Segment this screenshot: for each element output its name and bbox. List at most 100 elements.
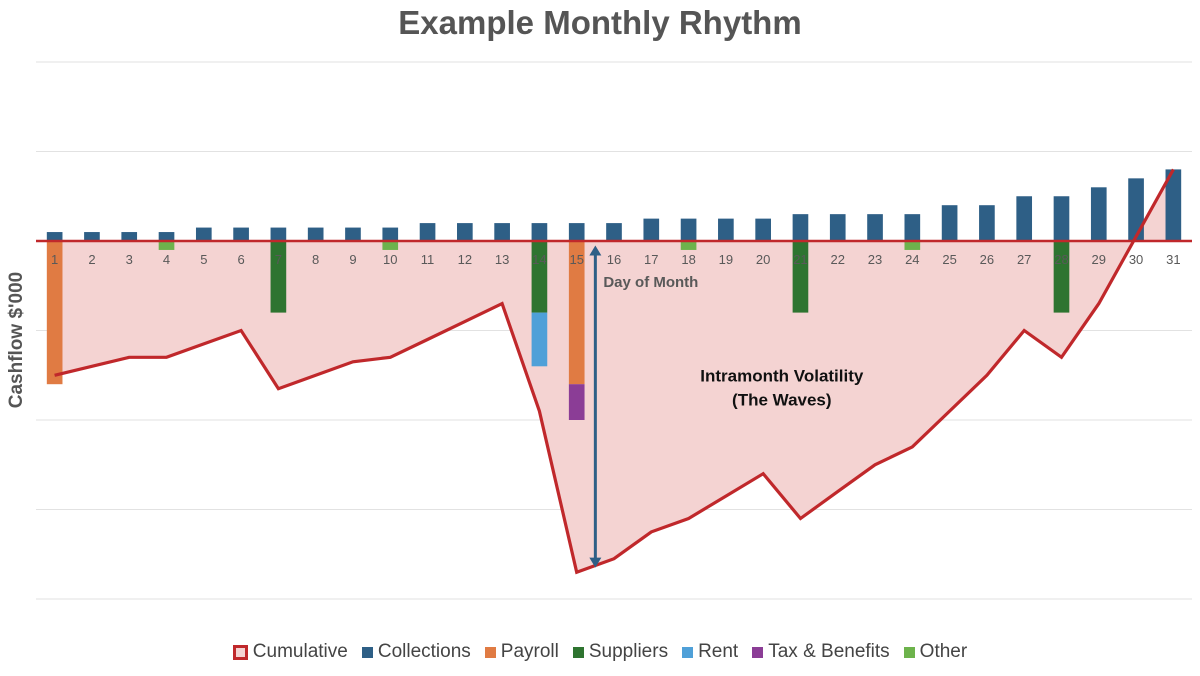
bar-collections-day-17 xyxy=(643,218,660,241)
bar-suppliers-day-21 xyxy=(792,241,809,313)
arrow-head-top xyxy=(589,245,602,256)
legend-item-rent: Rent xyxy=(682,641,738,663)
x-tick-label: 7 xyxy=(275,252,282,267)
bars xyxy=(46,169,1182,420)
legend-item-cumulative: Cumulative xyxy=(232,641,348,663)
legend-swatch-payroll xyxy=(484,646,496,658)
bar-collections-day-10 xyxy=(382,227,399,241)
x-tick-label: 5 xyxy=(200,252,207,267)
x-tick-label: 10 xyxy=(383,252,397,267)
bar-collections-day-23 xyxy=(867,214,883,241)
legend-label-cumulative: Cumulative xyxy=(252,641,348,662)
x-tick-label: 3 xyxy=(126,252,133,267)
legend-swatch-tax-benefits xyxy=(752,646,764,658)
chart-title: Example Monthly Rhythm xyxy=(398,4,802,41)
x-tick-label: 18 xyxy=(681,252,695,267)
bar-collections-day-24 xyxy=(904,214,921,241)
bar-collections-day-5 xyxy=(195,227,212,241)
bar-other-day-4 xyxy=(158,241,175,250)
bar-collections-day-20 xyxy=(755,218,771,241)
bar-collections-day-7 xyxy=(270,227,287,241)
x-tick-label: 14 xyxy=(532,252,546,267)
volatility-arrow xyxy=(589,245,602,568)
bar-collections-day-13 xyxy=(494,223,510,241)
x-tick-label: 15 xyxy=(569,252,583,267)
bar-collections-day-12 xyxy=(457,223,473,241)
legend: Cumulative Collections Payroll Suppliers… xyxy=(0,641,1200,663)
x-tick-label: 11 xyxy=(421,252,435,267)
x-tick-label: 23 xyxy=(868,252,882,267)
bar-collections-day-26 xyxy=(979,205,995,241)
x-tick-label: 29 xyxy=(1092,252,1106,267)
bar-suppliers-day-14 xyxy=(531,241,548,313)
x-tick-label: 8 xyxy=(312,252,319,267)
bar-collections-day-4 xyxy=(158,232,175,241)
x-tick-label: 28 xyxy=(1054,252,1068,267)
legend-label-other: Other xyxy=(919,641,968,662)
legend-label-rent: Rent xyxy=(698,641,739,662)
bar-payroll-day-1 xyxy=(46,241,63,385)
legend-swatch-rent xyxy=(682,646,694,658)
bar-collections-day-16 xyxy=(606,223,622,241)
x-tick-label: 16 xyxy=(607,252,621,267)
bar-collections-day-9 xyxy=(345,227,361,241)
x-tick-label: 4 xyxy=(163,252,170,267)
cumulative-line xyxy=(54,168,1175,575)
legend-item-payroll: Payroll xyxy=(484,641,559,663)
bar-collections-day-8 xyxy=(307,227,324,241)
legend-swatch-cumulative xyxy=(232,644,248,660)
x-tick-label: 2 xyxy=(88,252,95,267)
bar-collections-day-6 xyxy=(233,227,249,241)
x-tick-label: 31 xyxy=(1166,252,1180,267)
bar-rent-day-14 xyxy=(531,312,548,367)
legend-swatch-collections xyxy=(361,646,373,658)
bar-collections-day-22 xyxy=(829,214,846,241)
x-tick-label: 24 xyxy=(905,252,919,267)
bar-collections-day-15 xyxy=(568,223,585,241)
bar-collections-day-30 xyxy=(1128,178,1144,241)
x-tick-label: 21 xyxy=(793,252,807,267)
legend-label-suppliers: Suppliers xyxy=(588,641,669,662)
x-tick-labels: 1 2 3 4 5 6 7 8 9 10 11 12 13 14 15 16 17 18 19 20 21 22 23 24 2… xyxy=(51,252,1181,267)
x-tick-label: 25 xyxy=(942,252,956,267)
bar-payroll-day-15 xyxy=(568,241,585,385)
legend-item-collections: Collections xyxy=(361,641,471,663)
x-tick-label: 19 xyxy=(719,252,733,267)
x-tick-label: 22 xyxy=(831,252,845,267)
bar-suppliers-day-28 xyxy=(1053,241,1070,313)
bar-collections-day-29 xyxy=(1090,187,1107,241)
bar-other-day-10 xyxy=(382,241,399,250)
bar-collections-day-19 xyxy=(718,218,734,241)
bar-collections-day-2 xyxy=(84,232,100,241)
legend-item-other: Other xyxy=(903,641,968,663)
bar-other-day-24 xyxy=(904,241,921,250)
bar-collections-day-1 xyxy=(46,232,63,241)
x-tick-label: 12 xyxy=(458,252,472,267)
bar-collections-day-31 xyxy=(1165,169,1182,241)
bar-collections-day-25 xyxy=(941,205,958,241)
bar-collections-day-3 xyxy=(121,232,138,241)
bar-collections-day-21 xyxy=(792,214,809,241)
bar-collections-day-14 xyxy=(531,223,548,241)
legend-swatch-other xyxy=(903,646,915,658)
legend-item-tax-benefits: Tax & Benefits xyxy=(752,641,890,663)
x-tick-label: 6 xyxy=(237,252,244,267)
legend-item-suppliers: Suppliers xyxy=(572,641,669,663)
bar-collections-day-11 xyxy=(419,223,436,241)
legend-swatch-suppliers xyxy=(572,646,584,658)
bar-collections-day-28 xyxy=(1053,196,1070,241)
annotation-line-2: (The Waves) xyxy=(732,390,832,409)
bar-tax-benefits-day-15 xyxy=(568,384,585,420)
x-tick-label: 9 xyxy=(349,252,356,267)
cumulative-area xyxy=(54,169,1174,573)
bar-other-day-18 xyxy=(680,241,697,250)
legend-label-tax-benefits: Tax & Benefits xyxy=(768,641,890,662)
x-tick-label: 30 xyxy=(1129,252,1143,267)
x-tick-label: 1 xyxy=(51,252,58,267)
x-tick-label: 13 xyxy=(495,252,509,267)
arrow-head-bottom xyxy=(589,557,602,568)
x-tick-label: 20 xyxy=(756,252,770,267)
legend-label-payroll: Payroll xyxy=(500,641,559,662)
annotation-line-1: Intramonth Volatility xyxy=(700,366,864,385)
